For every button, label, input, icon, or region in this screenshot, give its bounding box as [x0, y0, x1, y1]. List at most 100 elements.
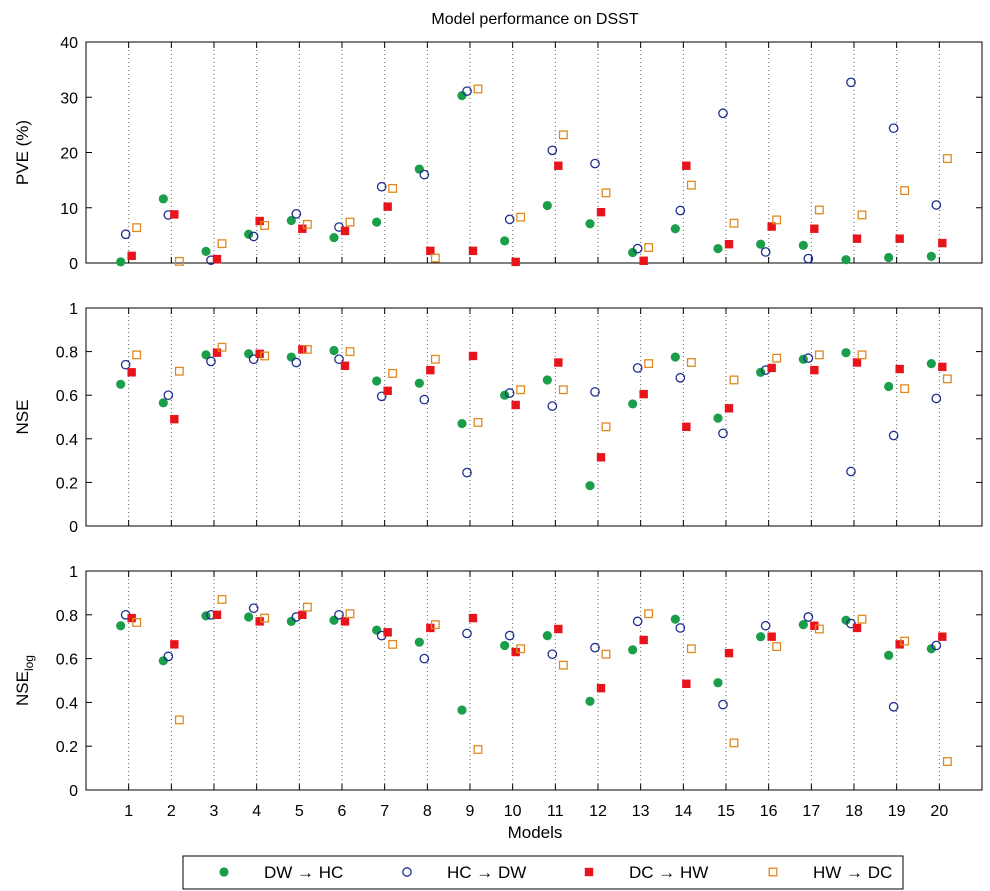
data-point: [217, 342, 227, 352]
data-point: [504, 214, 515, 225]
data-point: [670, 224, 680, 234]
x-tick-label: 5: [295, 803, 304, 820]
plot-frame: [85, 570, 983, 791]
data-point: [803, 253, 814, 264]
series-3: [127, 345, 947, 462]
y-tick-label: 10: [60, 201, 78, 218]
panel-1: 0 10 20 30 40 PVE (%): [13, 35, 983, 273]
data-point: [931, 393, 942, 404]
data-point: [170, 414, 179, 424]
data-point: [430, 253, 440, 263]
data-point: [248, 603, 259, 614]
plot-frame: [85, 41, 983, 264]
data-point: [127, 251, 136, 261]
data-point: [457, 90, 467, 101]
data-point: [345, 609, 355, 619]
data-point: [938, 362, 947, 372]
chart-legend: DW → HC HC → DW DC → HW HW → DC: [182, 855, 904, 890]
data-point: [938, 632, 947, 641]
data-point: [554, 161, 563, 170]
data-point: [938, 238, 947, 248]
data-point: [718, 108, 728, 119]
data-point: [302, 602, 312, 612]
data-point: [888, 430, 899, 441]
data-point: [298, 610, 307, 619]
data-point: [260, 351, 270, 361]
data-point: [590, 387, 600, 397]
data-point: [756, 239, 766, 249]
series-1: [116, 345, 936, 491]
data-point: [558, 385, 568, 395]
data-point: [158, 656, 168, 666]
data-point: [798, 620, 808, 630]
data-point: [931, 640, 942, 651]
data-point: [810, 621, 819, 630]
data-point: [329, 232, 339, 243]
data-point: [852, 358, 862, 367]
y-tick-label: 0.2: [56, 739, 78, 756]
data-point: [596, 207, 606, 217]
data-point: [628, 247, 638, 258]
y-tick-label: 1: [69, 564, 78, 581]
data-point: [473, 417, 483, 427]
data-point: [772, 215, 782, 225]
data-point: [376, 181, 387, 192]
data-point: [419, 653, 430, 664]
data-point: [345, 347, 355, 357]
data-point: [558, 660, 568, 670]
y-axis-label: NSE: [13, 400, 32, 435]
data-point: [414, 637, 424, 647]
y-tick-label: 0: [69, 256, 78, 273]
y-tick-label: 0.8: [56, 608, 78, 625]
data-point: [686, 644, 696, 654]
data-point: [682, 679, 691, 688]
data-point: [547, 649, 558, 660]
data-point: [376, 391, 387, 402]
data-point: [884, 252, 894, 263]
x-tick-label: 15: [717, 803, 735, 820]
x-tick-label: 9: [466, 803, 475, 820]
data-point: [426, 365, 435, 375]
data-point: [884, 381, 894, 392]
data-point: [286, 215, 296, 226]
data-point: [675, 623, 686, 633]
x-axis-label: Models: [508, 823, 563, 842]
data-point: [248, 354, 259, 365]
data-point: [767, 222, 776, 231]
data-point: [388, 183, 398, 193]
data-point: [900, 384, 910, 394]
data-point: [511, 257, 520, 267]
data-point: [542, 375, 552, 385]
data-point: [468, 246, 478, 256]
data-point: [729, 738, 739, 748]
data-point: [174, 256, 184, 266]
data-point: [814, 205, 824, 215]
legend-marker: [219, 867, 229, 877]
data-point: [511, 400, 520, 410]
x-tick-label: 19: [888, 803, 906, 820]
data-point: [942, 374, 952, 384]
data-point: [500, 640, 510, 651]
data-point: [298, 345, 307, 354]
data-point: [500, 390, 510, 400]
series-4: [132, 342, 952, 432]
panel-2: 0 0.2 0.4 0.6 0.8 1 NSE: [13, 301, 983, 536]
data-point: [814, 624, 824, 634]
data-point: [810, 224, 819, 233]
data-point: [846, 77, 856, 88]
data-point: [632, 363, 643, 373]
data-point: [163, 651, 174, 662]
series-1: [116, 611, 936, 715]
data-point: [942, 757, 952, 766]
data-point: [516, 644, 526, 654]
data-point: [414, 164, 424, 174]
chart-panels: 0 10 20 30 40 PVE (%) 0 0.2 0.4 0.6 0.8 1 NSE 0 0.2 0.4…: [13, 35, 983, 820]
x-tick-label: 11: [547, 803, 564, 820]
data-point: [729, 218, 739, 228]
data-point: [260, 613, 270, 623]
data-point: [248, 231, 259, 242]
data-point: [127, 613, 136, 623]
data-point: [511, 647, 520, 657]
data-point: [852, 623, 862, 633]
